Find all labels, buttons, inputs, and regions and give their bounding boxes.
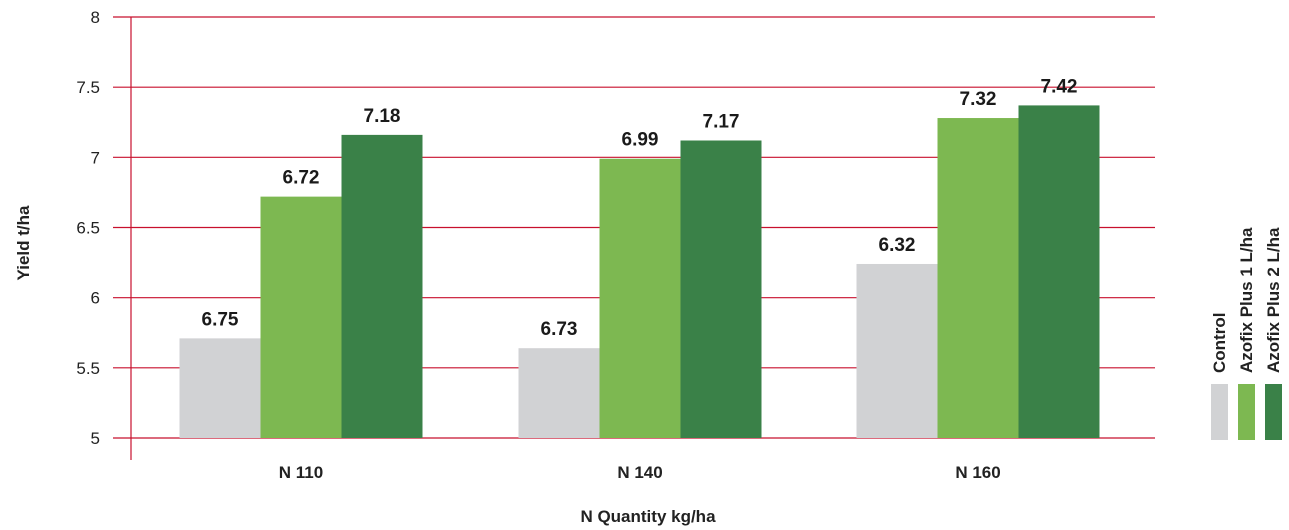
bar <box>518 348 600 438</box>
y-tick-label: 8 <box>91 8 100 27</box>
data-labels: 6.75 6.72 7.18 6.73 6.99 7.17 6.32 7.32 7.42 <box>202 76 1078 340</box>
legend-label: Azofix Plus 1 L/ha <box>1237 227 1256 373</box>
bar <box>260 196 342 438</box>
bar <box>341 134 423 438</box>
data-label: 7.17 <box>703 111 740 132</box>
legend-label: Azofix Plus 2 L/ha <box>1264 227 1283 373</box>
x-axis-categories: N 110 N 140 N 160 <box>279 463 1001 482</box>
bar <box>680 140 762 438</box>
data-label: 7.42 <box>1041 76 1078 97</box>
y-axis-title: Yield t/ha <box>14 205 33 280</box>
bars <box>179 105 1100 438</box>
x-tick-label: N 160 <box>955 463 1000 482</box>
bar <box>937 118 1019 438</box>
legend-swatch <box>1265 384 1282 440</box>
y-tick-label: 7.5 <box>76 78 100 97</box>
x-tick-label: N 110 <box>279 463 323 482</box>
data-label: 6.99 <box>622 130 659 151</box>
y-tick-label: 5 <box>91 429 100 448</box>
bar <box>179 338 261 438</box>
data-label: 7.18 <box>364 106 401 127</box>
legend-label: Control <box>1210 313 1229 373</box>
y-tick-label: 5.5 <box>76 359 100 378</box>
x-tick-label: N 140 <box>617 463 662 482</box>
bar <box>1018 105 1100 438</box>
y-tick-label: 6.5 <box>76 219 100 238</box>
y-tick-label: 6 <box>91 289 100 308</box>
legend-swatch <box>1238 384 1255 440</box>
legend: Control Azofix Plus 1 L/ha Azofix Plus 2 L… <box>1210 227 1283 440</box>
x-axis-title: N Quantity kg/ha <box>580 507 716 526</box>
data-label: 6.73 <box>541 319 578 340</box>
legend-swatch <box>1211 384 1228 440</box>
y-tick-label: 7 <box>91 148 100 167</box>
bar <box>856 263 938 438</box>
data-label: 6.32 <box>879 235 916 256</box>
data-label: 6.72 <box>283 168 320 189</box>
data-label: 6.75 <box>202 309 239 330</box>
bar <box>599 158 681 438</box>
y-axis-ticks: 5 5.5 6 6.5 7 7.5 8 <box>76 8 100 448</box>
data-label: 7.32 <box>960 89 997 110</box>
